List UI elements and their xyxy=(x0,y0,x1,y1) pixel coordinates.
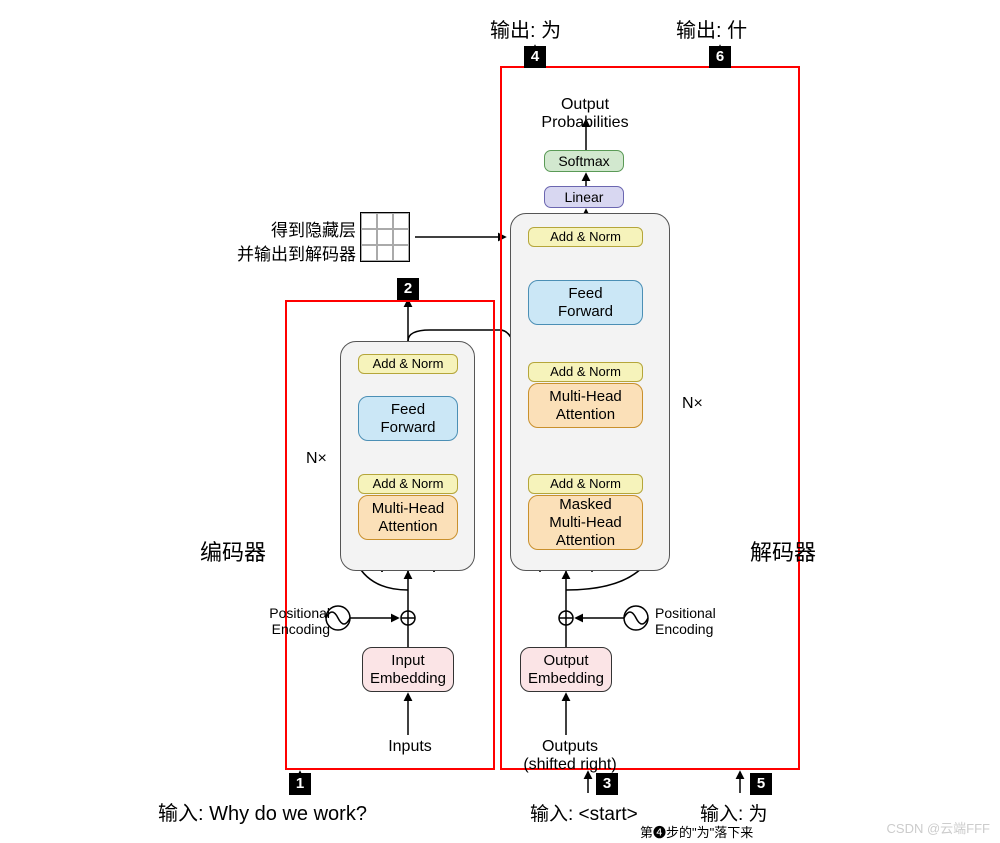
encoder-addnorm2-block: Add & Norm xyxy=(358,354,458,374)
badge-1: 1 xyxy=(289,773,311,795)
watermark: CSDN @云端FFF xyxy=(887,818,990,837)
decoder-mha-block: Multi-Head Attention xyxy=(528,383,643,428)
input1-label: 输入: Why do we work? xyxy=(158,797,367,826)
badge-6: 6 xyxy=(709,46,731,68)
decoder-cn-label: 解码器 xyxy=(750,535,816,567)
output-prob-label: Output Probabilities xyxy=(530,96,640,132)
input3-label: 输入: <start> xyxy=(530,799,638,826)
hidden-state-grid xyxy=(360,212,410,262)
output-embedding-block: Output Embedding xyxy=(520,647,612,692)
softmax-block: Softmax xyxy=(544,150,624,172)
input-embedding-label: Input Embedding xyxy=(370,652,446,688)
nx-right: N× xyxy=(682,395,703,413)
encoder-an1-label: Add & Norm xyxy=(373,476,444,492)
softmax-label: Softmax xyxy=(558,153,609,170)
decoder-mha-label: Multi-Head Attention xyxy=(549,388,622,424)
encoder-ff-label: Feed Forward xyxy=(380,401,435,437)
decoder-an1-label: Add & Norm xyxy=(550,476,621,492)
hidden-cn-2: 并输出到解码器 xyxy=(220,240,356,265)
badge-3: 3 xyxy=(596,773,618,795)
output6-label: 输出: 什 xyxy=(676,14,747,43)
badge-2: 2 xyxy=(397,278,419,300)
output4-label: 输出: 为 xyxy=(490,14,561,43)
decoder-addnorm1-block: Add & Norm xyxy=(528,474,643,494)
input-embedding-block: Input Embedding xyxy=(362,647,454,692)
decoder-an3-label: Add & Norm xyxy=(550,229,621,245)
pos-enc-left: Positional Encoding xyxy=(255,605,330,637)
encoder-an2-label: Add & Norm xyxy=(373,356,444,372)
hidden-cn-1: 得到隐藏层 xyxy=(248,216,356,241)
encoder-addnorm1-block: Add & Norm xyxy=(358,474,458,494)
pos-enc-right: Positional Encoding xyxy=(655,605,730,637)
badge-5: 5 xyxy=(750,773,772,795)
decoder-addnorm2-block: Add & Norm xyxy=(528,362,643,382)
encoder-mha-block: Multi-Head Attention xyxy=(358,495,458,540)
encoder-ff-block: Feed Forward xyxy=(358,396,458,441)
decoder-masked-mha-block: Masked Multi-Head Attention xyxy=(528,495,643,550)
inputs-label: Inputs xyxy=(380,738,440,756)
decoder-ff-label: Feed Forward xyxy=(558,285,613,321)
decoder-mmha-label: Masked Multi-Head Attention xyxy=(549,496,622,550)
encoder-mha-label: Multi-Head Attention xyxy=(372,500,445,536)
badge-4: 4 xyxy=(524,46,546,68)
encoder-cn-label: 编码器 xyxy=(200,535,266,567)
linear-label: Linear xyxy=(565,189,604,206)
decoder-ff-block: Feed Forward xyxy=(528,280,643,325)
decoder-addnorm3-block: Add & Norm xyxy=(528,227,643,247)
nx-left: N× xyxy=(306,450,327,468)
outputs-label: Outputs (shifted right) xyxy=(510,738,630,774)
linear-block: Linear xyxy=(544,186,624,208)
decoder-an2-label: Add & Norm xyxy=(550,364,621,380)
input5-note: 第❹步的"为"落下来 xyxy=(640,822,753,841)
output-embedding-label: Output Embedding xyxy=(528,652,604,688)
